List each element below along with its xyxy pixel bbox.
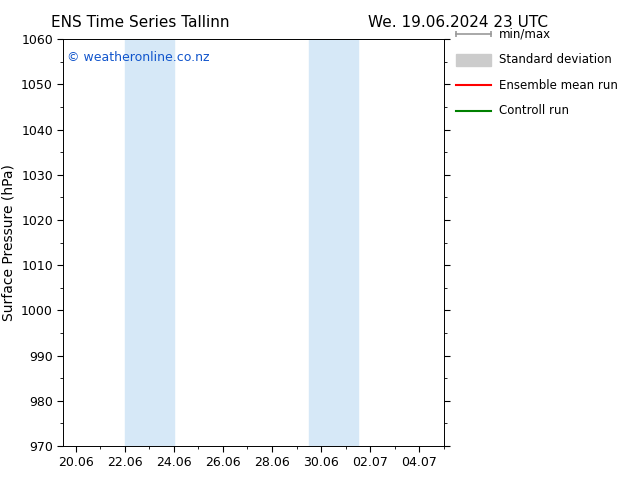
Text: We. 19.06.2024 23 UTC: We. 19.06.2024 23 UTC [368, 15, 548, 30]
Y-axis label: Surface Pressure (hPa): Surface Pressure (hPa) [1, 164, 16, 321]
Text: ENS Time Series Tallinn: ENS Time Series Tallinn [51, 15, 230, 30]
Bar [125, 39, 174, 446]
Text: Controll run: Controll run [499, 104, 569, 117]
Text: min/max: min/max [499, 28, 551, 41]
Text: © weatheronline.co.nz: © weatheronline.co.nz [67, 51, 210, 64]
Text: Ensemble mean run: Ensemble mean run [499, 79, 618, 92]
Bar [309, 39, 358, 446]
Text: Standard deviation: Standard deviation [499, 53, 612, 66]
